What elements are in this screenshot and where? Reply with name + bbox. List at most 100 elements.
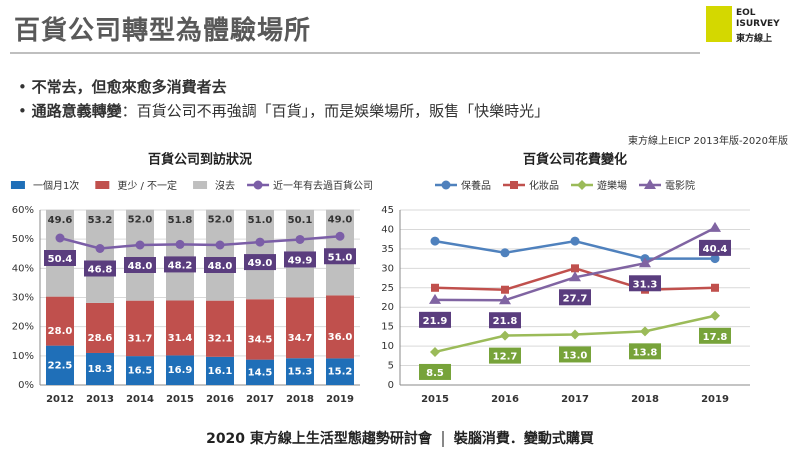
data-label: 53.2 [88, 215, 113, 226]
data-label: 15.2 [328, 367, 353, 378]
data-label: 49.9 [288, 255, 313, 266]
chart-title: 百貨公司花費變化 [523, 152, 627, 168]
slide-title: 百貨公司轉型為體驗場所 [14, 16, 312, 46]
y-tick-label: 25 [381, 283, 394, 294]
data-label: 40.4 [703, 244, 728, 255]
data-label: 52.0 [128, 215, 153, 226]
data-label: 51.8 [168, 215, 193, 226]
label-box [204, 257, 236, 273]
bar-segment [166, 300, 194, 356]
marker [253, 180, 263, 190]
label-box [559, 346, 591, 363]
legend: 保養品 化妝品 遊樂場 電影院 [435, 179, 695, 192]
data-label: 31.3 [633, 279, 658, 290]
marker [430, 346, 440, 357]
x-tick-label: 2012 [46, 394, 74, 405]
x-tick-label: 2018 [631, 394, 659, 405]
source: 東方線上EICP 2013年版-2020年版 [628, 136, 788, 147]
bar-segment [326, 358, 354, 385]
footer: 2020 東方線上生活型態趨勢研討會 裝腦消費．變動式購買 [0, 428, 800, 448]
x-tick-label: 2019 [326, 394, 354, 405]
x-tick-label: 2015 [166, 394, 194, 405]
y-tick-label: 40 [381, 224, 394, 235]
data-label: 36.0 [328, 332, 353, 343]
label-box [124, 257, 156, 273]
x-tick-label: 2014 [126, 394, 154, 405]
y-tick-label: 20% [12, 322, 34, 333]
data-label: 13.8 [633, 347, 658, 358]
label-box [699, 239, 731, 256]
marker [215, 240, 225, 250]
label-box [284, 251, 316, 268]
bar-segment [166, 209, 194, 301]
y-tick-label: 40% [12, 263, 34, 274]
label-box [559, 289, 591, 306]
y-tick-label: 50% [12, 234, 34, 245]
bullet: • 不常去，但愈來愈多消費者去 [18, 78, 227, 96]
data-label: 32.1 [208, 334, 233, 345]
marker [430, 236, 440, 246]
data-label: 50.1 [288, 215, 313, 226]
data-label: 22.5 [48, 360, 73, 371]
label-box [629, 275, 661, 292]
marker [644, 179, 656, 189]
label-box [629, 343, 661, 360]
x-tick-label: 2013 [86, 394, 114, 405]
data-label: 49.6 [48, 215, 73, 226]
bullet-label: 通路意義轉變 [31, 102, 122, 120]
label-box [164, 256, 196, 273]
bar-segment [46, 345, 74, 385]
bar-segment [326, 295, 354, 359]
y-tick-label: 0 [388, 380, 394, 391]
marker [501, 285, 509, 294]
legend-label: 近一年有去過百貨公司 [273, 179, 373, 192]
data-label: 18.3 [88, 364, 113, 375]
chart: 百貨公司花費變化 0 5 10 15 20 25 30 35 40 45 2015 2016 2017 20… [381, 152, 750, 405]
marker [639, 257, 651, 268]
data-label: 12.7 [493, 352, 518, 363]
data-label: 16.1 [208, 366, 233, 377]
chart-title: 百貨公司到訪狀況 [148, 152, 252, 168]
label-box [419, 311, 451, 328]
bar-segment [86, 302, 114, 353]
bullet: • 通路意義轉變：百貨公司不再強調「百貨」，而是娛樂場所，販售「快樂時光」 [18, 102, 550, 120]
legend-swatch [193, 181, 208, 189]
bar-segment [286, 358, 314, 385]
marker [499, 294, 511, 305]
data-label: 16.9 [168, 365, 193, 376]
bar-segment [206, 209, 234, 301]
legend-swatch [95, 181, 110, 189]
data-label: 34.7 [288, 333, 313, 344]
label-box [489, 312, 521, 329]
x-tick-label: 2018 [286, 394, 314, 405]
logo-mark [706, 6, 732, 42]
marker [429, 293, 441, 304]
marker [441, 180, 451, 190]
title-rule [10, 52, 700, 54]
marker [570, 329, 580, 340]
marker [710, 254, 720, 264]
label-box [84, 260, 116, 277]
marker [175, 239, 185, 249]
logo-text: EOL [736, 8, 756, 18]
bar-segment [206, 300, 234, 357]
y-tick-label: 30 [381, 263, 394, 274]
y-tick-label: 35 [381, 244, 394, 255]
marker [640, 326, 650, 337]
x-tick-label: 2016 [206, 394, 234, 405]
legend-label: 一個月1次 [33, 179, 79, 192]
bar-segment [126, 209, 154, 301]
marker [571, 264, 579, 273]
y-tick-label: 10% [12, 351, 34, 362]
marker [295, 234, 305, 244]
bar-segment [206, 356, 234, 385]
footer-text: 2020 東方線上生活型態趨勢研討會 [206, 431, 432, 447]
bullet-label: 不常去，但愈來愈多消費者去 [31, 78, 227, 96]
data-label: 49.0 [328, 215, 353, 226]
data-label: 46.8 [88, 265, 113, 276]
legend-label: 更少 / 不一定 [117, 179, 177, 192]
legend-label: 電影院 [665, 179, 695, 192]
data-label: 28.0 [48, 326, 73, 337]
bullet-text: ：百貨公司不再強調「百貨」，而是娛樂場所，販售「快樂時光」 [121, 102, 550, 120]
